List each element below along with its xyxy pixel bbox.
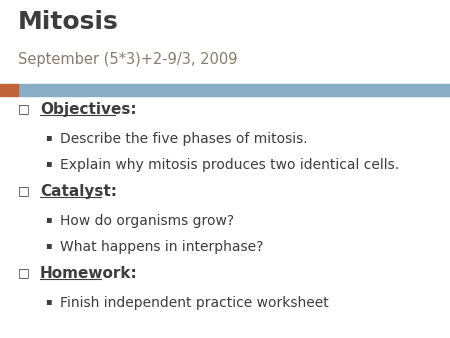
Text: ▪: ▪: [45, 214, 52, 224]
Text: Objectives:: Objectives:: [40, 102, 137, 117]
Text: What happens in interphase?: What happens in interphase?: [60, 240, 263, 254]
Text: □: □: [18, 184, 30, 197]
Text: □: □: [18, 102, 30, 115]
Text: Mitosis: Mitosis: [18, 10, 119, 34]
Text: Explain why mitosis produces two identical cells.: Explain why mitosis produces two identic…: [60, 158, 399, 172]
Text: September (5*3)+2-9/3, 2009: September (5*3)+2-9/3, 2009: [18, 52, 238, 67]
Text: ▪: ▪: [45, 240, 52, 250]
Text: □: □: [18, 266, 30, 279]
Text: ▪: ▪: [45, 132, 52, 142]
Text: ▪: ▪: [45, 296, 52, 306]
Text: Finish independent practice worksheet: Finish independent practice worksheet: [60, 296, 329, 310]
Bar: [0, 84, 18, 96]
Bar: [18, 84, 450, 96]
Text: How do organisms grow?: How do organisms grow?: [60, 214, 234, 228]
Text: ▪: ▪: [45, 158, 52, 168]
Text: Catalyst:: Catalyst:: [40, 184, 117, 199]
Text: Describe the five phases of mitosis.: Describe the five phases of mitosis.: [60, 132, 308, 146]
Text: Homework:: Homework:: [40, 266, 138, 281]
